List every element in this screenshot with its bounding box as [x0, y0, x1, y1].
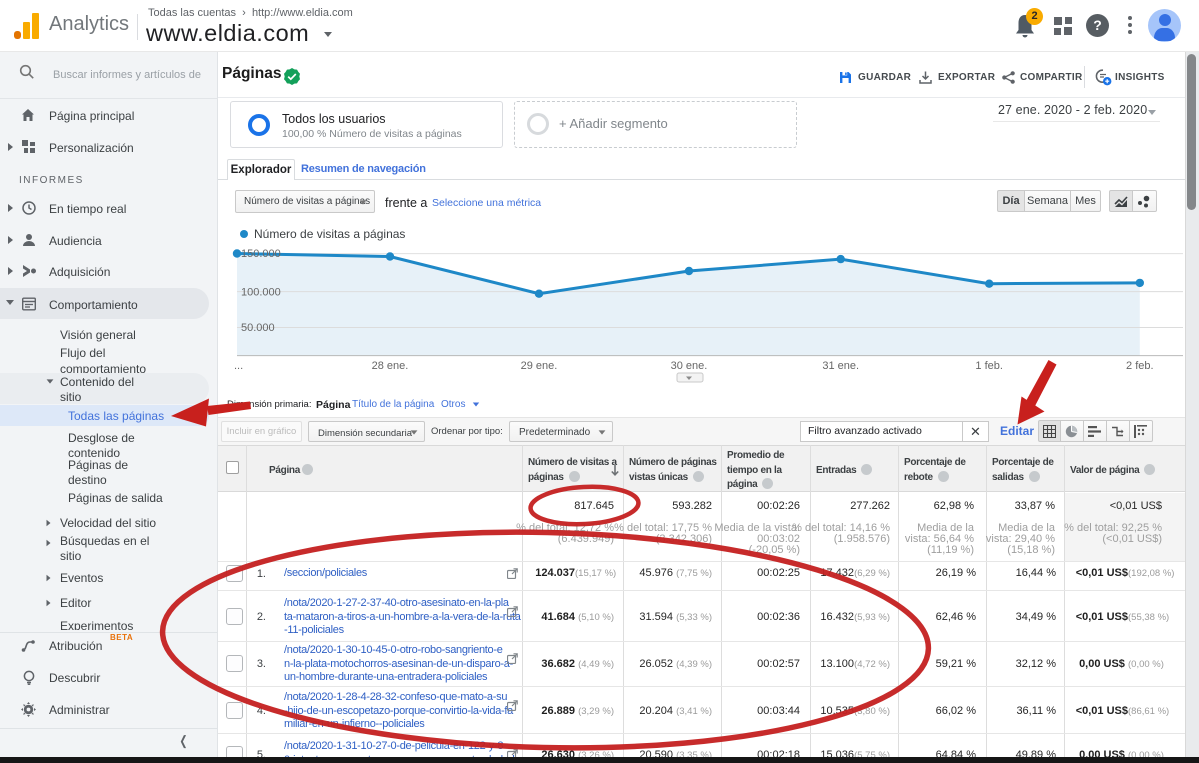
svg-text:...: ... [234, 360, 243, 372]
svg-text:29 ene.: 29 ene. [521, 360, 558, 372]
svg-text:2 feb.: 2 feb. [1126, 360, 1154, 372]
svg-text:30 ene.: 30 ene. [671, 360, 708, 372]
svg-text:31 ene.: 31 ene. [822, 360, 859, 372]
svg-text:50.000: 50.000 [241, 322, 275, 334]
svg-text:1 feb.: 1 feb. [975, 360, 1003, 372]
svg-text:100.000: 100.000 [241, 287, 281, 299]
svg-text:150.000: 150.000 [241, 248, 281, 260]
svg-text:28 ene.: 28 ene. [372, 360, 409, 372]
